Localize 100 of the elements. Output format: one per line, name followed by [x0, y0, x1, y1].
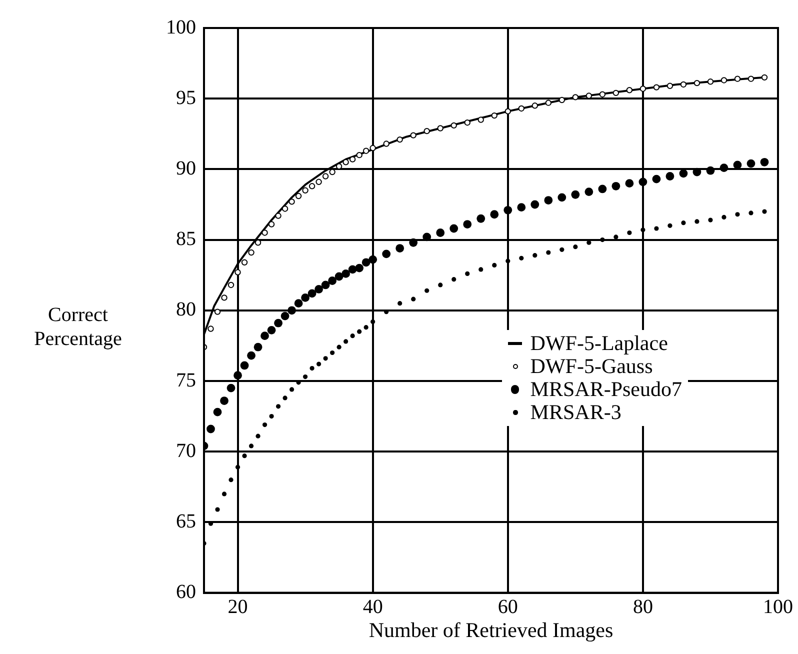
point: [350, 334, 355, 338]
point: [761, 74, 768, 81]
point: [208, 326, 214, 332]
point: [546, 250, 551, 255]
point: [625, 179, 634, 188]
point: [330, 350, 335, 356]
point: [545, 100, 552, 106]
point: [248, 249, 254, 256]
point: [220, 396, 228, 405]
x-tick-label: 60: [498, 596, 518, 618]
point: [308, 289, 316, 298]
y-tick-label: 80: [176, 298, 196, 321]
point: [344, 339, 348, 344]
point: [282, 206, 288, 212]
y-tick-label: 85: [176, 228, 196, 250]
point: [465, 271, 470, 276]
point: [490, 210, 499, 219]
point: [316, 362, 322, 366]
point: [382, 250, 391, 258]
point: [666, 172, 674, 180]
y-tick-label: 65: [176, 510, 196, 532]
point: [532, 253, 538, 258]
point: [295, 192, 302, 200]
point: [302, 187, 308, 194]
point: [301, 293, 310, 302]
point: [409, 238, 418, 247]
point: [323, 356, 328, 361]
y-tick-label: 90: [176, 157, 196, 180]
x-tick-label: 40: [362, 596, 383, 618]
point: [262, 230, 268, 236]
point: [437, 125, 444, 132]
point: [321, 280, 330, 290]
point: [308, 183, 316, 190]
point: [370, 319, 376, 324]
point: [322, 173, 329, 180]
point: [260, 332, 269, 340]
point: [234, 371, 242, 380]
point: [241, 259, 248, 266]
legend-label: MRSAR-Pseudo7: [530, 377, 682, 401]
point: [275, 212, 282, 219]
point: [720, 77, 728, 84]
legend-label: DWF-5-Gauss: [530, 354, 653, 378]
point: [356, 152, 362, 158]
point: [314, 285, 323, 294]
point: [247, 351, 256, 360]
point: [519, 256, 524, 260]
point: [720, 164, 728, 172]
point: [627, 230, 632, 236]
point: [288, 306, 296, 315]
point: [424, 128, 430, 134]
point: [398, 301, 402, 306]
x-axis-title: Number of Retrieved Images: [368, 618, 614, 642]
point: [681, 220, 686, 226]
point: [256, 434, 260, 438]
point: [679, 169, 688, 178]
point: [694, 219, 700, 224]
point: [612, 90, 620, 96]
point: [228, 478, 234, 482]
point: [600, 238, 605, 242]
point: [450, 224, 458, 233]
point: [599, 91, 606, 98]
y-axis-title: Correct Percentage: [33, 303, 123, 351]
point: [234, 269, 241, 276]
point: [748, 76, 754, 82]
point: [573, 244, 578, 250]
point: [491, 112, 498, 119]
point: [640, 86, 646, 92]
point: [558, 193, 566, 202]
point: [288, 198, 295, 205]
point: [235, 464, 240, 470]
point: [349, 156, 356, 162]
x-tick-label: 20: [228, 596, 248, 618]
point: [302, 374, 308, 380]
point: [383, 140, 390, 147]
point: [748, 210, 754, 216]
point: [396, 244, 404, 252]
point: [242, 454, 247, 458]
point: [680, 81, 687, 88]
point: [506, 258, 510, 264]
point: [411, 296, 416, 302]
y-tick-label: 70: [176, 440, 196, 462]
point: [614, 234, 618, 240]
point: [294, 299, 303, 308]
point: [342, 159, 349, 166]
point: [598, 184, 607, 194]
point: [370, 144, 376, 152]
point: [362, 148, 370, 154]
point: [329, 168, 336, 176]
point: [280, 312, 290, 320]
y-tick-label: 75: [176, 369, 196, 392]
legend-label: MRSAR-3: [530, 400, 622, 424]
point: [464, 120, 470, 126]
y-tick-label: 95: [176, 86, 196, 109]
point: [668, 223, 672, 228]
point: [422, 232, 432, 242]
point: [558, 96, 566, 104]
point: [760, 158, 769, 166]
point: [254, 342, 262, 352]
point: [364, 325, 368, 330]
point: [666, 82, 674, 89]
